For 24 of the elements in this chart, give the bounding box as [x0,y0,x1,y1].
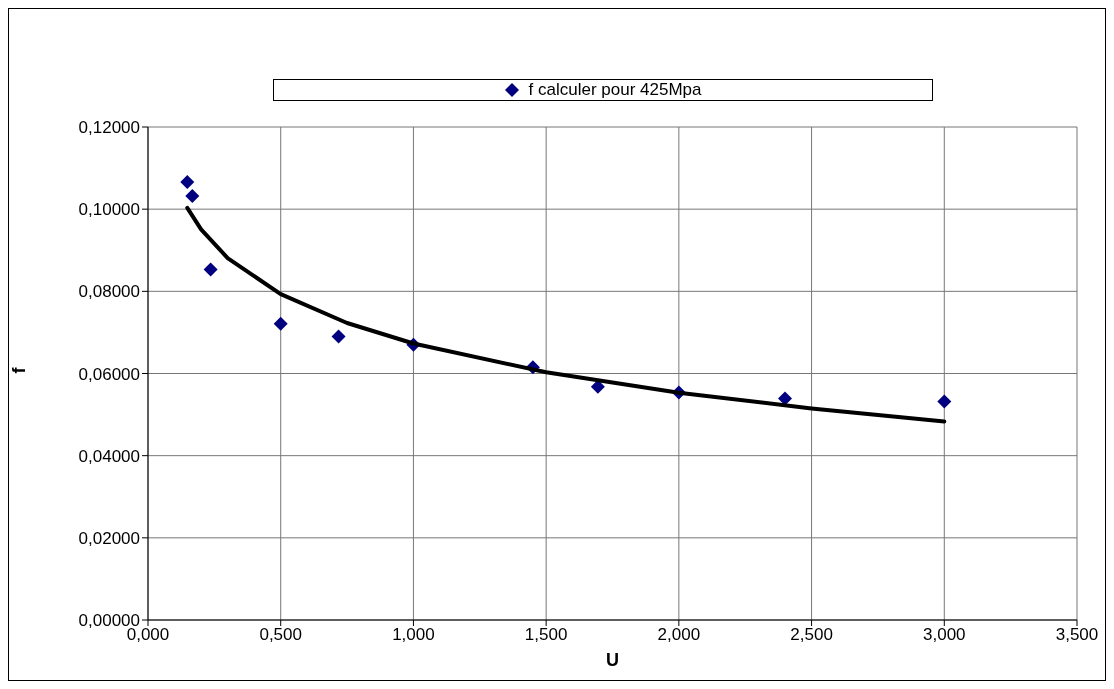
x-tick-label: 1,000 [392,625,435,645]
y-tick-label: 0,06000 [78,364,140,384]
point [778,391,793,406]
point [180,175,195,190]
y-tick-label: 0,12000 [78,118,140,138]
x-tick-label: 3,000 [923,625,966,645]
point [937,394,952,409]
point [203,262,218,277]
y-tick-label: 0,10000 [78,200,140,220]
y-tick-label: 0,08000 [78,282,140,302]
point [331,329,346,344]
y-axis-title: f [9,366,30,374]
line-series [185,205,947,424]
x-tick-label: 2,500 [790,625,833,645]
legend-label: f calculer pour 425Mpa [528,80,702,100]
x-axis-title: U [606,650,619,670]
y-tick-label: 0,04000 [78,446,140,466]
point [185,189,200,204]
x-tick-label: 2,000 [657,625,701,645]
x-tick-label: 0,500 [259,625,302,645]
point [273,316,288,331]
x-tick-label: 1,500 [524,625,568,645]
x-tick-label: 3,500 [1055,625,1099,645]
y-tick-label: 0,02000 [78,528,140,548]
